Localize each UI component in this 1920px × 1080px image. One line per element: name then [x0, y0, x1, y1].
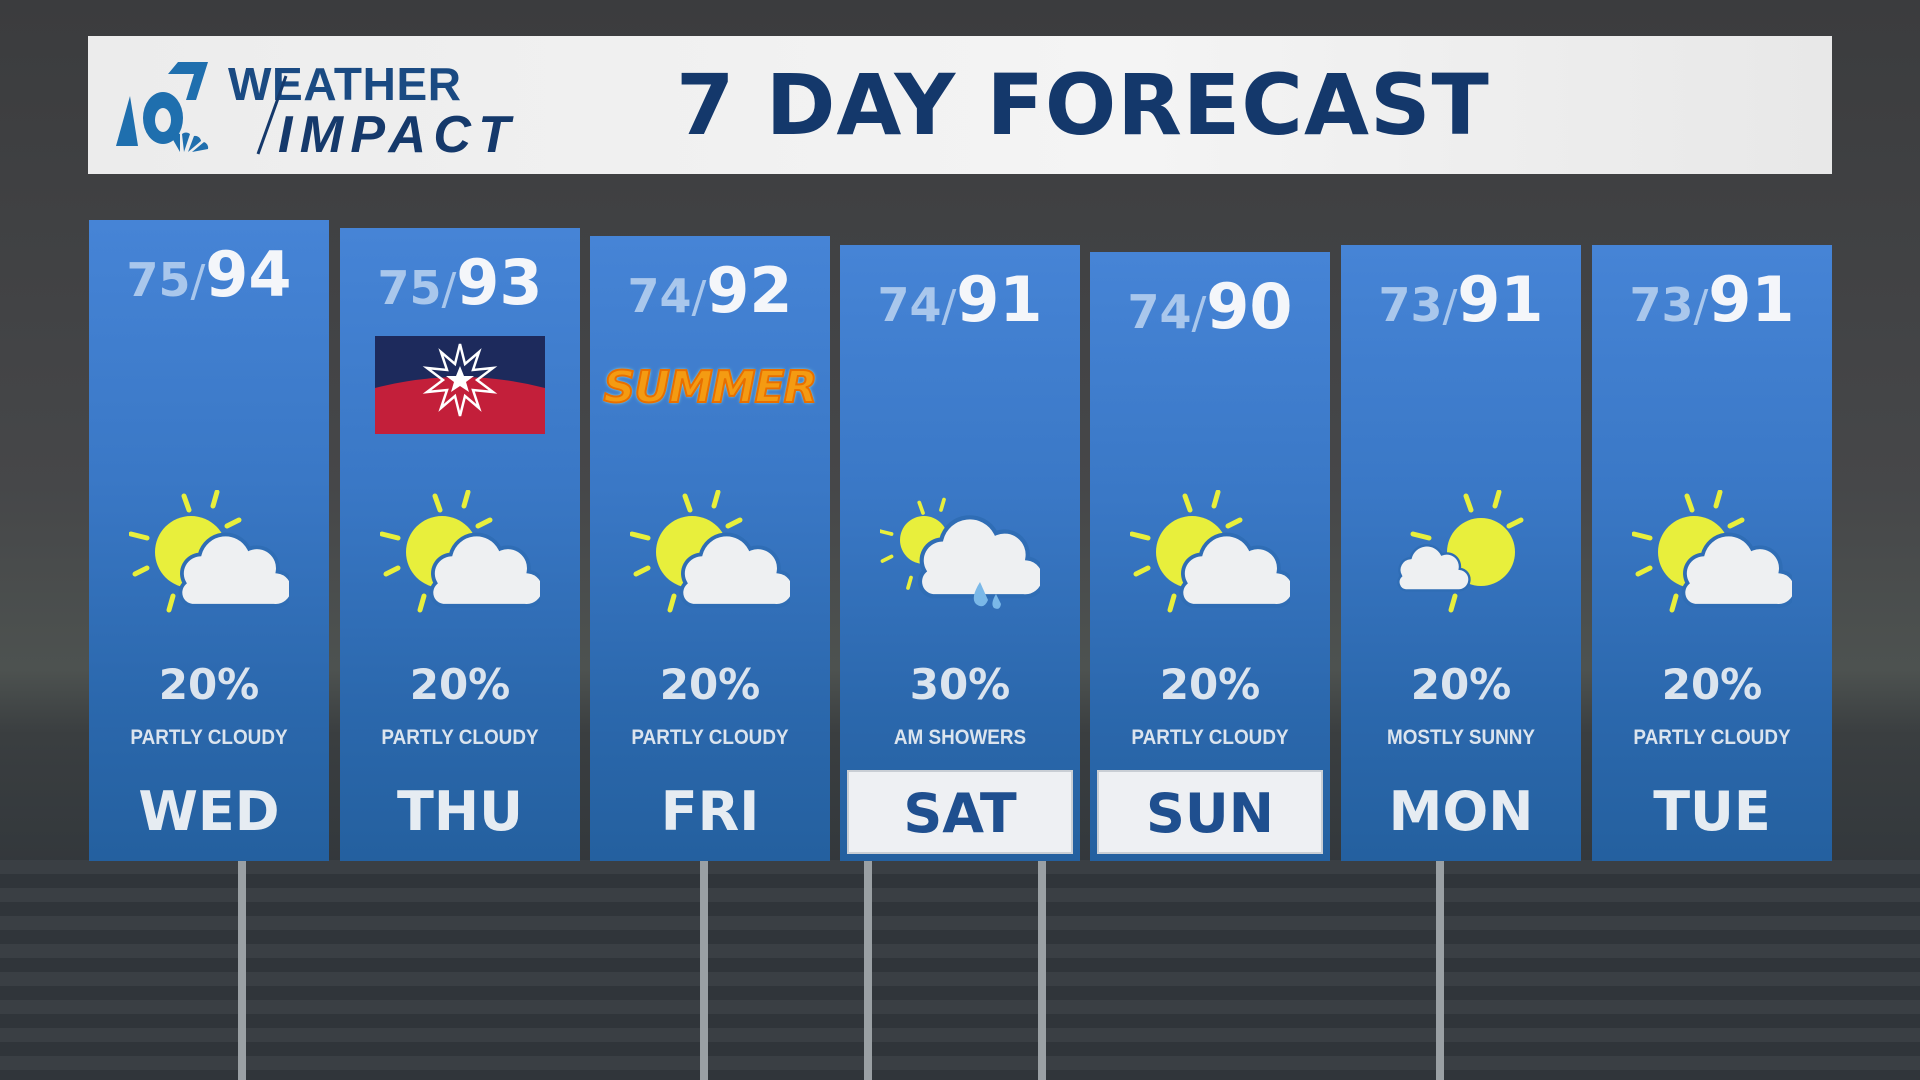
svg-text:IMPACT: IMPACT — [278, 106, 514, 156]
high-temp: 91 — [1457, 263, 1544, 336]
temp-separator: / — [1191, 288, 1207, 339]
condition-label: PARTLY CLOUDY — [1131, 726, 1289, 749]
temp-separator: / — [1442, 281, 1458, 332]
partly-cloudy-icon — [89, 490, 329, 620]
background-parking-lot — [0, 860, 1920, 1080]
temperature-range: 75/93 — [340, 246, 580, 319]
temp-separator: / — [941, 281, 957, 332]
svg-text:WEATHER: WEATHER — [228, 58, 461, 110]
temperature-range: 75/94 — [89, 238, 329, 311]
low-temp: 74 — [627, 269, 692, 323]
day-label: TUE — [1653, 780, 1771, 843]
light-pole — [864, 860, 872, 1080]
high-temp: 94 — [205, 238, 292, 311]
temp-separator: / — [441, 264, 457, 315]
day-label: MON — [1388, 780, 1534, 843]
precip-chance: 20% — [409, 660, 511, 709]
partly-cloudy-icon — [1090, 490, 1330, 620]
summer-graphic: SUMMER — [603, 361, 819, 414]
temperature-range: 74/91 — [840, 263, 1080, 336]
condition-label: MOSTLY SUNNY — [1386, 726, 1536, 749]
partly-cloudy-icon — [340, 490, 580, 620]
precip-chance: 20% — [158, 660, 260, 709]
day-label: FRI — [660, 780, 760, 843]
high-temp: 92 — [706, 254, 793, 327]
forecast-day-tue: 73/91 20% PARTLY CLOUDY TUE — [1592, 245, 1832, 861]
condition-label: PARTLY CLOUDY — [130, 726, 288, 749]
forecast-day-wed: 75/94 20% PARTLY CLOUDY WED — [89, 220, 329, 861]
partly-cloudy-icon — [590, 490, 830, 620]
temperature-range: 73/91 — [1341, 263, 1581, 336]
precip-chance: 20% — [1661, 660, 1763, 709]
light-pole — [1038, 860, 1046, 1080]
temperature-range: 73/91 — [1592, 263, 1832, 336]
forecast-day-thu: 75/93 20% PARTLY CLOUDY THU — [340, 228, 580, 861]
precip-chance: 30% — [909, 660, 1011, 709]
forecast-day-fri: 74/92 SUMMER 20% PARTLY CLOUDY FRI — [590, 236, 830, 861]
high-temp: 90 — [1206, 270, 1293, 343]
juneteenth-flag-icon — [340, 336, 580, 434]
precip-chance: 20% — [1410, 660, 1512, 709]
low-temp: 75 — [126, 253, 191, 307]
forecast-day-sat: 74/91 30% AM SHOWERS SAT — [840, 245, 1080, 861]
mostly-sunny-icon — [1341, 490, 1581, 620]
condition-label: AM SHOWERS — [893, 726, 1027, 749]
temp-separator: / — [190, 256, 206, 307]
low-temp: 73 — [1629, 278, 1694, 332]
temperature-range: 74/90 — [1090, 270, 1330, 343]
forecast-day-sun: 74/90 20% PARTLY CLOUDY SUN — [1090, 252, 1330, 861]
high-temp: 91 — [956, 263, 1043, 336]
am-showers-icon — [840, 490, 1080, 620]
low-temp: 74 — [877, 278, 942, 332]
condition-label: PARTLY CLOUDY — [381, 726, 539, 749]
light-pole — [238, 860, 246, 1080]
temp-separator: / — [1693, 281, 1709, 332]
condition-label: PARTLY CLOUDY — [1633, 726, 1791, 749]
day-label: SUN — [1097, 770, 1323, 854]
day-label: WED — [138, 780, 280, 843]
light-pole — [700, 860, 708, 1080]
low-temp: 73 — [1378, 278, 1443, 332]
day-label: THU — [397, 780, 523, 843]
low-temp: 74 — [1127, 285, 1192, 339]
forecast-header: WEATHER IMPACT 7 DAY FORECAST — [88, 36, 1832, 174]
temp-separator: / — [691, 272, 707, 323]
condition-label: PARTLY CLOUDY — [631, 726, 789, 749]
low-temp: 75 — [377, 261, 442, 315]
weather-impact-logo: WEATHER IMPACT — [116, 58, 516, 156]
light-pole — [1436, 860, 1444, 1080]
precip-chance: 20% — [659, 660, 761, 709]
high-temp: 91 — [1708, 263, 1795, 336]
forecast-day-mon: 73/91 20% MOSTLY SUNNY MON — [1341, 245, 1581, 861]
day-label: SAT — [847, 770, 1073, 854]
partly-cloudy-icon — [1592, 490, 1832, 620]
precip-chance: 20% — [1159, 660, 1261, 709]
temperature-range: 74/92 — [590, 254, 830, 327]
page-title: 7 DAY FORECAST — [676, 56, 1490, 154]
high-temp: 93 — [456, 246, 543, 319]
